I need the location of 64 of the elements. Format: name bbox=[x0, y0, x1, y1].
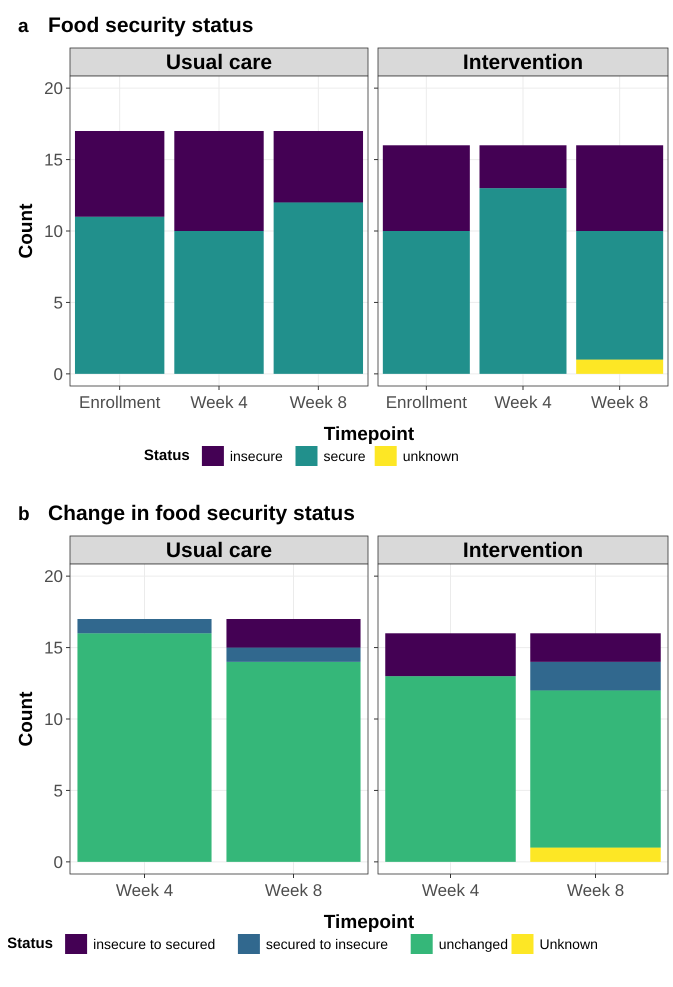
x-tick-label: Week 8 bbox=[264, 881, 322, 900]
chart-title: Food security status bbox=[48, 14, 254, 37]
legend-label: secure bbox=[324, 448, 366, 464]
x-axis-title: Timepoint bbox=[324, 912, 415, 933]
y-axis-title: Count bbox=[16, 202, 37, 258]
bar bbox=[385, 633, 516, 676]
bar bbox=[77, 633, 212, 862]
bar bbox=[226, 648, 361, 662]
bar bbox=[480, 188, 566, 374]
y-tick-label: 5 bbox=[54, 293, 63, 312]
chart-subtitle: Intervention bbox=[462, 539, 584, 562]
x-tick-label: Week 8 bbox=[566, 881, 624, 900]
x-axis-title: Timepoint bbox=[324, 424, 415, 445]
bar bbox=[576, 231, 664, 360]
bar bbox=[226, 619, 361, 648]
bar bbox=[576, 360, 664, 374]
bar bbox=[174, 231, 264, 374]
y-tick-label: 0 bbox=[54, 852, 63, 872]
x-tick-label: Week 4 bbox=[422, 881, 480, 900]
chart-subtitle: Usual care bbox=[166, 51, 272, 74]
bar bbox=[480, 145, 566, 188]
bar bbox=[576, 145, 664, 231]
x-tick-label: Enrollment bbox=[79, 393, 161, 412]
x-tick-label: Week 4 bbox=[116, 881, 174, 900]
legend-label: insecure to secured bbox=[93, 936, 216, 952]
bar bbox=[74, 131, 164, 217]
bar bbox=[382, 145, 470, 231]
bar bbox=[530, 690, 661, 848]
legend-label: unchanged bbox=[438, 936, 508, 952]
y-tick-label: 10 bbox=[44, 710, 63, 729]
x-tick-label: Week 8 bbox=[290, 393, 347, 412]
y-tick-label: 15 bbox=[44, 150, 63, 170]
y-tick-label: 15 bbox=[44, 638, 63, 658]
bar bbox=[77, 619, 212, 634]
y-tick-label: 5 bbox=[54, 781, 63, 800]
bar bbox=[385, 676, 516, 862]
bar bbox=[74, 216, 164, 374]
chart-subtitle: Intervention bbox=[462, 51, 584, 74]
bar bbox=[530, 848, 661, 862]
legend-label: unknown bbox=[402, 448, 459, 464]
bar bbox=[530, 633, 661, 662]
y-tick-label: 20 bbox=[44, 567, 63, 586]
bar bbox=[530, 662, 661, 690]
chart-title: Change in food security status bbox=[48, 502, 355, 525]
bar bbox=[274, 131, 364, 202]
x-tick-label: Week 8 bbox=[591, 393, 648, 412]
legend-label: secured to insecure bbox=[266, 936, 388, 952]
x-tick-label: Week 4 bbox=[190, 393, 248, 412]
bar bbox=[382, 231, 470, 374]
y-tick-label: 0 bbox=[54, 364, 63, 384]
bar bbox=[226, 662, 361, 862]
y-tick-label: 20 bbox=[44, 79, 63, 98]
legend-label: Unknown bbox=[540, 936, 598, 952]
y-tick-label: 10 bbox=[44, 222, 63, 241]
legend-title: Status bbox=[144, 447, 190, 464]
bar bbox=[274, 202, 364, 374]
text: b bbox=[18, 504, 30, 525]
y-axis-title: Count bbox=[16, 690, 37, 746]
text: a bbox=[18, 16, 29, 37]
bar bbox=[174, 131, 264, 231]
x-tick-label: Enrollment bbox=[386, 393, 468, 412]
legend-label: insecure bbox=[230, 448, 284, 464]
chart-subtitle: Usual care bbox=[166, 539, 272, 562]
x-tick-label: Week 4 bbox=[494, 393, 552, 412]
